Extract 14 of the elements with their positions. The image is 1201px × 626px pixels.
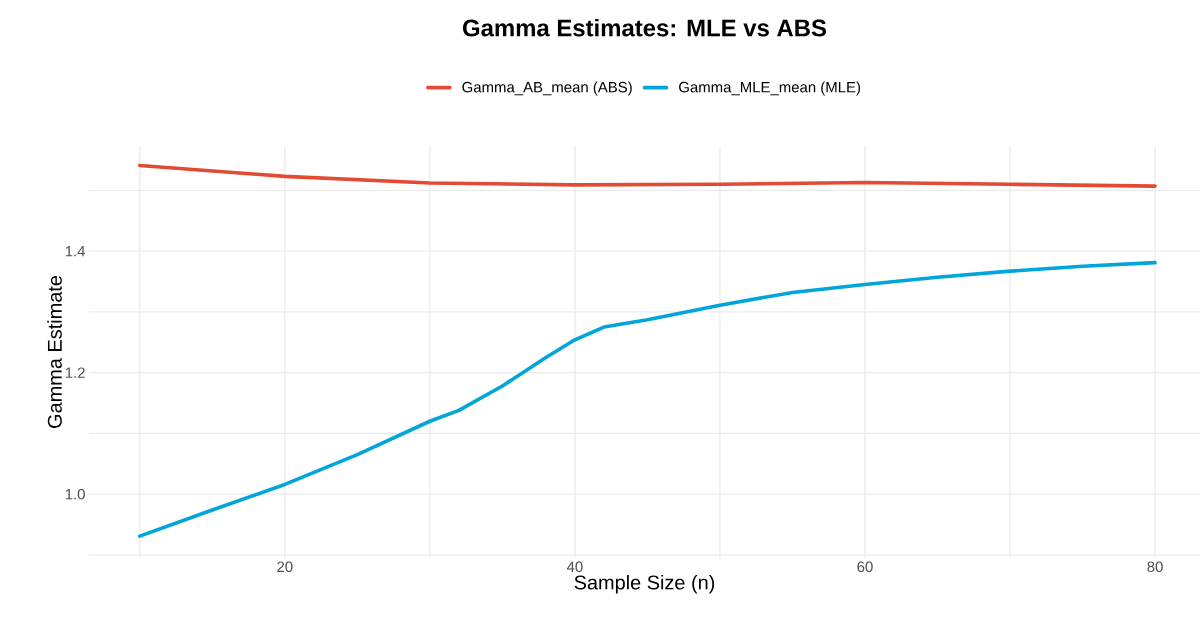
chart-title: Gamma Estimates: MLE vs ABS <box>463 18 827 37</box>
y-tick-label: 1.0 <box>65 488 85 500</box>
line-series <box>137 163 1157 188</box>
x-tick-label: 20 <box>277 561 293 573</box>
x-tick-label: 80 <box>1147 561 1163 573</box>
y-tick-label: 1.2 <box>65 367 85 378</box>
x-axis-title: Sample Size (n) <box>574 574 715 594</box>
legend-label: Gamma_MLE_mean (MLE) <box>679 81 861 96</box>
line-series <box>137 260 1157 538</box>
legend-label: Gamma_AB_mean (ABS) <box>462 81 632 96</box>
x-tick-label: 40 <box>566 561 583 573</box>
x-tick-label: 60 <box>857 561 873 573</box>
y-axis-title: Gamma Estimate <box>47 275 62 428</box>
y-tick-label: 1.4 <box>65 245 86 257</box>
